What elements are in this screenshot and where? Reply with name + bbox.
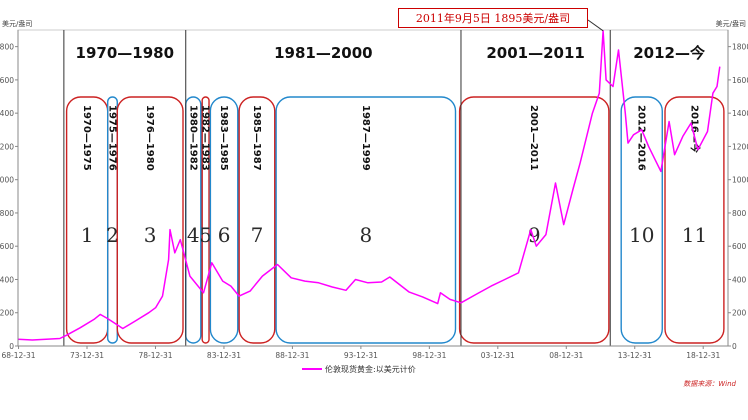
period-number-7: 7 <box>251 223 264 247</box>
x-tick-label: 08-12-31 <box>549 351 583 360</box>
period-number-11: 11 <box>682 223 707 247</box>
y-tick-label-right: 1200 <box>732 142 748 151</box>
period-label-8: 1987—1999 <box>360 105 371 171</box>
y-tick-label-right: 0 <box>732 342 737 351</box>
y-tick-label-left: 1000 <box>0 176 14 185</box>
period-label-1: 1970—1975 <box>81 105 92 171</box>
y-tick-label-left: 600 <box>0 242 14 251</box>
period-boxes: 1970—1975 1 1975—1976 2 1976—1980 3 1980—1982 4… <box>65 96 725 344</box>
period-box-9 <box>458 96 610 344</box>
period-number-6: 6 <box>218 223 231 247</box>
series-line <box>17 30 721 341</box>
x-tick-label: 03-12-31 <box>481 351 515 360</box>
x-tick-label: 73-12-31 <box>70 351 104 360</box>
y-tick-label-right: 1600 <box>732 76 748 85</box>
y-tick-label-left: 1800 <box>0 43 14 52</box>
period-box-3 <box>116 96 184 344</box>
y-tick-label-left: 200 <box>0 309 14 318</box>
y-tick-label-left: 1200 <box>0 142 14 151</box>
y-tick-label-right: 1000 <box>732 176 748 185</box>
x-tick-label: 68-12-31 <box>2 351 36 360</box>
x-tick-label: 88-12-31 <box>275 351 309 360</box>
x-tick-label: 13-12-31 <box>618 351 652 360</box>
period-label-7: 1985—1987 <box>251 105 262 171</box>
era-title-3: 2001—2011 <box>486 44 585 62</box>
era-dividers: 1970—1980 1981—2000 2001—2011 2012—今 <box>63 30 705 346</box>
axes: 0020020040040060060080080010001000120012… <box>0 19 748 360</box>
x-tick-label: 83-12-31 <box>207 351 241 360</box>
y-unit-right: 美元/盎司 <box>716 19 746 28</box>
period-number-1: 1 <box>81 223 94 247</box>
callout-leader-line <box>587 19 604 32</box>
y-tick-label-left: 400 <box>0 275 14 284</box>
period-label-11: 2016—今 <box>688 105 701 154</box>
era-title-4: 2012—今 <box>633 44 705 62</box>
x-tick-label: 93-12-31 <box>344 351 378 360</box>
period-box-10 <box>620 96 663 344</box>
period-label-2: 1975—1976 <box>106 105 117 171</box>
period-number-8: 8 <box>359 223 372 247</box>
x-tick-label: 18-12-31 <box>686 351 720 360</box>
period-box-5 <box>201 96 210 344</box>
period-box-8 <box>275 96 457 344</box>
y-tick-label-left: 1600 <box>0 76 14 85</box>
period-number-10: 10 <box>629 223 654 247</box>
period-number-2: 2 <box>106 223 119 247</box>
x-tick-label: 98-12-31 <box>412 351 446 360</box>
period-number-4: 4 <box>187 223 200 247</box>
peak-callout: 2011年9月5日 1895美元/盎司 <box>398 8 588 28</box>
y-tick-label-right: 200 <box>732 309 747 318</box>
period-box-11 <box>664 96 725 344</box>
price-series <box>17 19 721 341</box>
era-title-1: 1970—1980 <box>76 44 175 62</box>
period-box-7 <box>238 96 276 344</box>
period-box-6 <box>209 96 239 344</box>
y-tick-label-right: 600 <box>732 242 747 251</box>
period-label-9: 2001—2011 <box>528 105 539 171</box>
period-label-10: 2012—2016 <box>636 105 647 171</box>
period-label-3: 1976—1980 <box>144 105 155 171</box>
period-label-4: 1980—1982 <box>187 105 198 171</box>
era-title-2: 1981—2000 <box>274 44 373 62</box>
period-number-3: 3 <box>144 223 157 247</box>
y-tick-label-left: 0 <box>9 342 14 351</box>
y-tick-label-left: 1400 <box>0 109 14 118</box>
x-tick-label: 78-12-31 <box>138 351 172 360</box>
period-number-5: 5 <box>199 223 212 247</box>
y-tick-label-right: 1800 <box>732 43 748 52</box>
y-tick-label-right: 800 <box>732 209 747 218</box>
source-note: 数据来源：Wind <box>683 380 736 388</box>
y-tick-label-right: 400 <box>732 275 747 284</box>
y-tick-label-right: 1400 <box>732 109 748 118</box>
period-label-6: 1983—1985 <box>218 105 229 171</box>
y-tick-label-left: 800 <box>0 209 14 218</box>
legend-label: 伦敦现货黄金:以美元计价 <box>325 364 416 374</box>
period-label-5: 1982—1983 <box>200 105 211 171</box>
y-unit-left: 美元/盎司 <box>2 19 32 28</box>
